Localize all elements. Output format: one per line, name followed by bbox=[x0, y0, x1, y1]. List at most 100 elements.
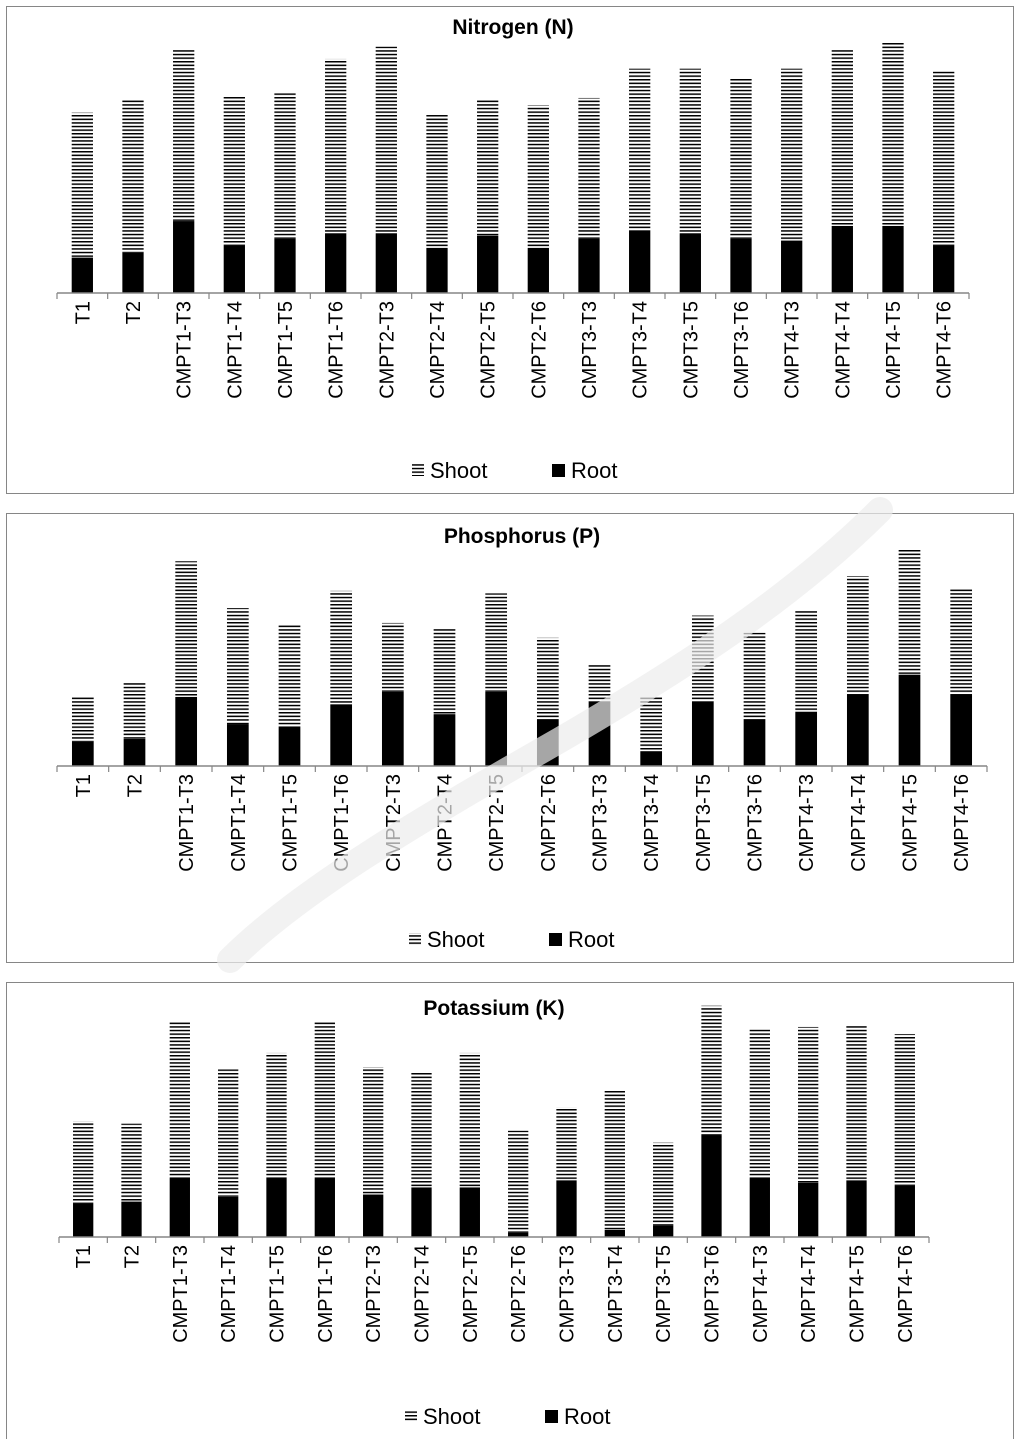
potassium-shoot-bar-CMPT1-T5 bbox=[266, 1052, 287, 1178]
nitrogen-root-bar-CMPT2-T3 bbox=[375, 233, 397, 293]
potassium-x-tick-label: CMPT4-T5 bbox=[847, 1245, 869, 1343]
phosphorus-root-bar-CMPT2-T3 bbox=[381, 692, 404, 766]
phosphorus-root-bar-T1 bbox=[71, 741, 94, 766]
potassium-root-bar-CMPT2-T6 bbox=[508, 1232, 529, 1237]
phosphorus-x-tick-label: CMPT1-T4 bbox=[228, 774, 250, 872]
nitrogen-chart-title: Nitrogen (N) bbox=[452, 16, 573, 39]
phosphorus-shoot-bar-CMPT3-T3 bbox=[588, 664, 611, 702]
nitrogen-chart: Nitrogen (N) T1 T2 CMPT1-T3 CMPT1-T4 CMPT1-T5… bbox=[56, 16, 970, 483]
potassium-root-bar-CMPT1-T5 bbox=[266, 1178, 287, 1237]
phosphorus-x-tick-label: T1 bbox=[73, 774, 95, 797]
phosphorus-x-tick-label: CMPT3-T4 bbox=[641, 774, 663, 872]
nitrogen-root-bar-T1 bbox=[71, 257, 93, 293]
phosphorus-legend-root-label: Root bbox=[568, 927, 614, 952]
nitrogen-root-bar-CMPT4-T4 bbox=[831, 225, 853, 293]
nitrogen-x-tick-label: CMPT4-T3 bbox=[782, 301, 804, 399]
potassium-root-bar-CMPT3-T4 bbox=[604, 1229, 625, 1237]
potassium-x-tick-label: CMPT3-T4 bbox=[605, 1245, 627, 1343]
phosphorus-x-tick-label: CMPT4-T6 bbox=[951, 774, 973, 872]
phosphorus-shoot-bar-CMPT2-T3 bbox=[381, 622, 404, 692]
potassium-shoot-bar-CMPT3-T4 bbox=[604, 1090, 625, 1230]
potassium-shoot-bar-CMPT3-T3 bbox=[556, 1107, 577, 1181]
phosphorus-x-tick-label: CMPT1-T5 bbox=[280, 774, 302, 872]
phosphorus-shoot-bar-CMPT1-T4 bbox=[226, 608, 249, 725]
potassium-x-tick-label: CMPT3-T6 bbox=[702, 1245, 724, 1343]
nitrogen-shoot-bar-T2 bbox=[122, 100, 144, 253]
potassium-legend-shoot-label: Shoot bbox=[423, 1404, 481, 1429]
potassium-x-tick-label: CMPT2-T3 bbox=[363, 1245, 385, 1343]
potassium-chart: Potassium (K) T1 T2 CMPT1-T3 CMPT1-T4 CMPT1-T… bbox=[58, 997, 930, 1429]
phosphorus-shoot-bar-CMPT4-T4 bbox=[846, 576, 869, 695]
phosphorus-x-tick-label: T2 bbox=[125, 774, 147, 797]
nitrogen-shoot-bar-CMPT2-T3 bbox=[375, 46, 397, 234]
potassium-shoot-bar-CMPT4-T3 bbox=[749, 1029, 770, 1178]
nitrogen-x-tick-label: CMPT3-T6 bbox=[731, 301, 753, 399]
nitrogen-root-bar-CMPT2-T6 bbox=[527, 247, 549, 293]
potassium-x-tick-label: CMPT4-T4 bbox=[798, 1245, 820, 1343]
nitrogen-root-bar-CMPT1-T4 bbox=[223, 245, 245, 293]
phosphorus-x-tick-label: CMPT3-T3 bbox=[590, 774, 612, 872]
nitrogen-shoot-bar-T1 bbox=[71, 112, 93, 258]
potassium-root-bar-CMPT4-T4 bbox=[798, 1182, 819, 1237]
phosphorus-shoot-bar-CMPT1-T6 bbox=[330, 590, 353, 705]
nitrogen-shoot-bar-CMPT2-T5 bbox=[477, 100, 499, 236]
potassium-x-tick-label: CMPT1-T3 bbox=[170, 1245, 192, 1343]
potassium-root-bar-CMPT3-T5 bbox=[653, 1225, 674, 1237]
nitrogen-x-tick-label: CMPT2-T6 bbox=[528, 301, 550, 399]
potassium-root-bar-T1 bbox=[73, 1203, 94, 1237]
phosphorus-root-bar-T2 bbox=[123, 738, 146, 766]
potassium-x-tick-label: CMPT1-T6 bbox=[315, 1245, 337, 1343]
nitrogen-x-tick-label: CMPT1-T3 bbox=[174, 301, 196, 399]
nitrogen-shoot-bar-CMPT4-T4 bbox=[831, 49, 853, 226]
nitrogen-shoot-bar-CMPT4-T3 bbox=[781, 68, 803, 241]
potassium-root-bar-CMPT4-T3 bbox=[749, 1178, 770, 1237]
phosphorus-shoot-bar-CMPT3-T4 bbox=[640, 696, 663, 752]
nitrogen-x-tick-label: CMPT3-T5 bbox=[680, 301, 702, 399]
nitrogen-legend-shoot-swatch bbox=[412, 464, 424, 476]
potassium-shoot-bar-CMPT2-T6 bbox=[508, 1130, 529, 1233]
potassium-shoot-bar-CMPT2-T3 bbox=[363, 1067, 384, 1195]
phosphorus-shoot-bar-CMPT2-T5 bbox=[485, 593, 508, 692]
phosphorus-root-bar-CMPT3-T6 bbox=[743, 719, 766, 766]
nitrogen-root-bar-CMPT1-T3 bbox=[173, 221, 195, 293]
potassium-legend-root-swatch bbox=[545, 1410, 558, 1423]
potassium-shoot-bar-CMPT2-T5 bbox=[459, 1052, 480, 1188]
potassium-root-bar-CMPT2-T3 bbox=[363, 1194, 384, 1237]
nitrogen-shoot-bar-CMPT3-T3 bbox=[578, 97, 600, 239]
potassium-root-bar-CMPT4-T6 bbox=[894, 1185, 915, 1237]
nitrogen-root-bar-CMPT1-T5 bbox=[274, 238, 296, 293]
phosphorus-root-bar-CMPT3-T4 bbox=[640, 751, 663, 766]
nitrogen-root-bar-CMPT3-T6 bbox=[730, 238, 752, 293]
potassium-chart-panel: Potassium (K) T1 T2 CMPT1-T3 CMPT1-T4 CMPT1-T… bbox=[6, 982, 1014, 1439]
nitrogen-x-tick-label: CMPT2-T4 bbox=[427, 301, 449, 399]
potassium-shoot-bar-CMPT1-T6 bbox=[314, 1022, 335, 1178]
nitrogen-shoot-bar-CMPT1-T3 bbox=[173, 49, 195, 222]
potassium-shoot-bar-CMPT1-T3 bbox=[169, 1022, 190, 1178]
phosphorus-x-tick-label: CMPT4-T5 bbox=[900, 774, 922, 872]
nitrogen-shoot-bar-CMPT3-T5 bbox=[679, 68, 701, 234]
phosphorus-shoot-bar-CMPT4-T5 bbox=[898, 548, 921, 675]
potassium-x-tick-label: T1 bbox=[73, 1245, 95, 1268]
nitrogen-shoot-bar-CMPT1-T6 bbox=[325, 58, 347, 234]
potassium-chart-title: Potassium (K) bbox=[423, 997, 564, 1020]
nitrogen-root-bar-CMPT4-T6 bbox=[933, 245, 955, 293]
phosphorus-x-tick-label: CMPT3-T6 bbox=[745, 774, 767, 872]
nitrogen-x-tick-label: CMPT2-T5 bbox=[478, 301, 500, 399]
nitrogen-shoot-bar-CMPT2-T4 bbox=[426, 115, 448, 248]
potassium-x-tick-label: CMPT2-T6 bbox=[508, 1245, 530, 1343]
potassium-x-tick-label: CMPT1-T4 bbox=[218, 1245, 240, 1343]
nitrogen-x-tick-label: CMPT4-T6 bbox=[934, 301, 956, 399]
nitrogen-x-tick-label: T2 bbox=[123, 301, 145, 324]
phosphorus-x-tick-label: CMPT4-T4 bbox=[848, 774, 870, 872]
potassium-x-tick-label: CMPT1-T5 bbox=[267, 1245, 289, 1343]
phosphorus-legend-shoot-label: Shoot bbox=[427, 927, 485, 952]
phosphorus-legend-root-swatch bbox=[549, 933, 562, 946]
potassium-x-tick-label: T2 bbox=[122, 1245, 144, 1268]
phosphorus-root-bar-CMPT3-T3 bbox=[588, 701, 611, 766]
nitrogen-root-bar-CMPT3-T5 bbox=[679, 233, 701, 293]
nitrogen-legend-shoot-label: Shoot bbox=[430, 458, 488, 483]
nitrogen-shoot-bar-CMPT3-T6 bbox=[730, 78, 752, 239]
phosphorus-root-bar-CMPT1-T6 bbox=[330, 704, 353, 766]
phosphorus-x-tick-label: CMPT1-T3 bbox=[176, 774, 198, 872]
potassium-root-bar-T2 bbox=[121, 1201, 142, 1237]
